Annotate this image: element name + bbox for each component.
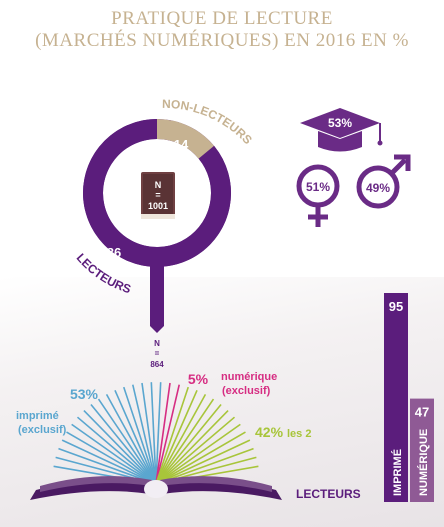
female-symbol-icon: 51%	[296, 164, 340, 227]
fan-category-label: LECTEURS	[296, 487, 361, 501]
open-book-icon	[30, 476, 282, 500]
fan-printed-pct: 53%	[70, 386, 99, 402]
donut-nonreaders-value: 14	[174, 137, 189, 152]
fan-line	[71, 423, 157, 485]
title-line-2: (MARCHÉS NUMÉRIQUES) EN 2016 EN %	[35, 30, 409, 51]
fan-both-label: les 2	[287, 428, 311, 440]
fan-line	[155, 382, 162, 485]
fan-line	[141, 382, 157, 485]
chart-title: PRATIQUE DE LECTURE (MARCHÉS NUMÉRIQUES)…	[0, 8, 444, 52]
fan-both-pct: 42%	[255, 424, 284, 440]
fan-digital-label-2: (exclusif)	[222, 385, 271, 397]
support-bar-chart: 95 47 IMPRIMÉ NUMÉRIQUE	[384, 293, 434, 502]
fan-line	[150, 382, 157, 485]
fan-line	[132, 384, 157, 485]
fan-line	[76, 416, 157, 485]
fan-line	[155, 382, 171, 485]
fan-line	[155, 416, 236, 485]
fan-line	[155, 393, 207, 485]
fan-printed-label-2: (exclusif)	[18, 424, 67, 436]
book-num: 1001	[148, 201, 168, 211]
bar-printed	[384, 293, 408, 502]
bar-digital-label: NUMÉRIQUE	[417, 429, 430, 496]
book-n: N	[155, 180, 162, 190]
fan-digital-pct: 5%	[188, 371, 209, 387]
donut-segment-readers	[83, 119, 231, 267]
fan-line	[155, 384, 180, 485]
donut-segment-nonreaders	[156, 119, 215, 159]
female-value: 51%	[306, 180, 330, 194]
fan-line	[155, 403, 222, 485]
fan-line	[155, 431, 246, 485]
graduation-cap-icon: 53%	[300, 108, 383, 152]
fan-line	[155, 398, 215, 485]
n2-eq: =	[155, 349, 160, 358]
fan-line	[155, 409, 229, 485]
book-icon: N = 1001	[141, 172, 175, 219]
fan-line	[90, 403, 157, 485]
n2-n: N	[154, 339, 160, 348]
male-value: 49%	[366, 181, 390, 195]
fan-line	[155, 386, 190, 485]
title-line-1: PRATIQUE DE LECTURE	[111, 8, 333, 29]
fan-line	[122, 386, 157, 485]
donut-stem: N = 864	[150, 250, 164, 369]
male-symbol-icon: 49%	[356, 154, 411, 209]
education-value: 53%	[328, 116, 352, 130]
bar-printed-value: 95	[389, 299, 403, 314]
fan-digital-label-1: numérique	[221, 371, 277, 383]
fan-line	[83, 409, 157, 485]
donut-readers-value: 86	[107, 245, 121, 260]
bar-digital	[410, 398, 434, 502]
fan-printed-label-1: imprimé	[16, 410, 59, 422]
fan-line	[105, 393, 157, 485]
bar-digital-value: 47	[415, 405, 429, 420]
fan-line	[155, 423, 241, 485]
fan-line	[97, 398, 157, 485]
fan-line	[155, 439, 251, 485]
fan-line	[114, 390, 157, 485]
bar-printed-label: IMPRIMÉ	[391, 449, 404, 496]
n2-num: 864	[150, 360, 164, 369]
fan-line	[155, 390, 198, 485]
fan-line	[66, 431, 157, 485]
book-eq: =	[155, 190, 160, 200]
fan-line	[61, 439, 157, 485]
